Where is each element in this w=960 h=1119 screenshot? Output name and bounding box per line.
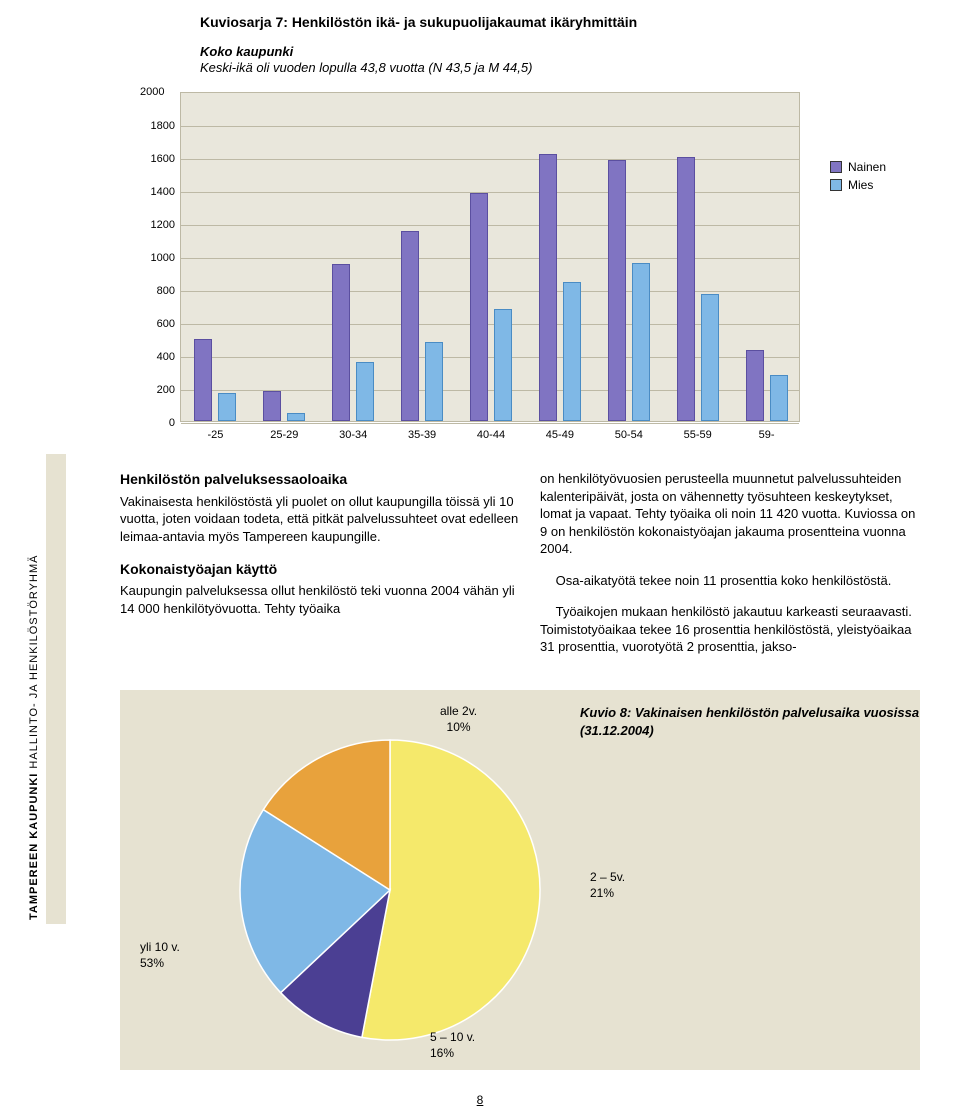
bar-nainen-40-44	[470, 193, 488, 421]
pie-chart-area: yli 10 v.53% alle 2v.10% 2 – 5v.21% 5 – …	[120, 690, 920, 1070]
ytick-2000: 2000	[140, 86, 164, 98]
xcategory-45-49: 45-49	[546, 429, 574, 441]
ytick-800: 800	[141, 285, 175, 297]
bar-mies-45-49	[563, 282, 581, 421]
pie-label-over10: yli 10 v.53%	[140, 940, 180, 971]
legend-label-nainen: Nainen	[848, 160, 886, 174]
para-right-2: Osa-aikatyötä tekee noin 11 prosenttia k…	[540, 572, 920, 590]
ytick-400: 400	[141, 351, 175, 363]
chart-title: Kuviosarja 7: Henkilöstön ikä- ja sukupu…	[200, 14, 637, 30]
xcategory-50-54: 50-54	[615, 429, 643, 441]
bar-mies-25-29	[287, 413, 305, 421]
pie-title: Kuvio 8: Vakinaisen henkilöstön palvelus…	[580, 704, 920, 739]
bar-mies-59-	[770, 375, 788, 421]
bar-nainen-45-49	[539, 154, 557, 421]
legend-swatch-nainen	[830, 161, 842, 173]
xcategory-35-39: 35-39	[408, 429, 436, 441]
pie-label-under2: alle 2v.10%	[440, 704, 477, 735]
pie-label-5to10: 5 – 10 v.16%	[430, 1030, 475, 1061]
bar-nainen-30-34	[332, 264, 350, 421]
bar-nainen-55-59	[677, 157, 695, 421]
bar-chart: 180016001400120010008006004002000-2525-2…	[180, 92, 800, 422]
right-column: on henkilötyövuosien perusteella muunnet…	[540, 470, 920, 670]
pie-label-2to5: 2 – 5v.21%	[590, 870, 625, 901]
bar-mies-35-39	[425, 342, 443, 421]
para-right-1: on henkilötyövuosien perusteella muunnet…	[540, 470, 920, 558]
para-left-2: Kaupungin palveluksessa ollut henkilöstö…	[120, 582, 520, 617]
bar-mies-50-54	[632, 263, 650, 421]
heading-kokonaistyoajan: Kokonaistyöajan käyttö	[120, 560, 520, 579]
bar-nainen-25-29	[263, 391, 281, 421]
ytick-0: 0	[141, 417, 175, 429]
bar-nainen--25	[194, 339, 212, 422]
para-left-1: Vakinaisesta henkilöstöstä yli puolet on…	[120, 493, 520, 546]
xcategory-30-34: 30-34	[339, 429, 367, 441]
ytick-1800: 1800	[141, 120, 175, 132]
xcategory-25-29: 25-29	[270, 429, 298, 441]
legend-label-mies: Mies	[848, 178, 873, 192]
ytick-200: 200	[141, 384, 175, 396]
legend-swatch-mies	[830, 179, 842, 191]
bar-nainen-59-	[746, 350, 764, 421]
pie-chart	[230, 730, 550, 1050]
bar-mies-55-59	[701, 294, 719, 421]
chart-subtitle-b: Keski-ikä oli vuoden lopulla 43,8 vuotta…	[200, 60, 532, 75]
para-right-3: Työaikojen mukaan henkilöstö jakautuu ka…	[540, 603, 920, 656]
bar-nainen-35-39	[401, 231, 419, 421]
page-number: 8	[477, 1093, 484, 1107]
side-band	[46, 454, 66, 924]
side-text: TAMPEREEN KAUPUNKI HALLINTO- JA HENKILÖS…	[28, 555, 40, 920]
xcategory-55-59: 55-59	[684, 429, 712, 441]
ytick-1400: 1400	[141, 186, 175, 198]
left-column: Henkilöstön palveluksessaoloaika Vakinai…	[120, 470, 520, 632]
legend: Nainen Mies	[830, 160, 886, 196]
xcategory-40-44: 40-44	[477, 429, 505, 441]
bar-nainen-50-54	[608, 160, 626, 421]
bar-mies--25	[218, 393, 236, 421]
xcategory--25: -25	[207, 429, 223, 441]
bar-mies-40-44	[494, 309, 512, 421]
bar-mies-30-34	[356, 362, 374, 421]
ytick-600: 600	[141, 318, 175, 330]
chart-subtitle-a: Koko kaupunki	[200, 44, 293, 59]
ytick-1000: 1000	[141, 252, 175, 264]
ytick-1200: 1200	[141, 219, 175, 231]
xcategory-59-: 59-	[759, 429, 775, 441]
heading-palveluksessaoloaika: Henkilöstön palveluksessaoloaika	[120, 470, 520, 489]
ytick-1600: 1600	[141, 153, 175, 165]
